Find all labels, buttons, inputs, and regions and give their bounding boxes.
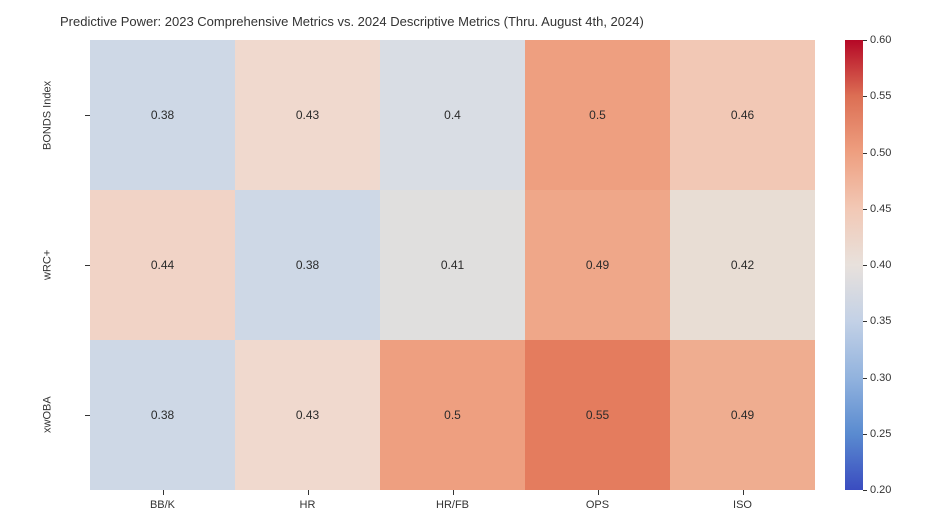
x-axis-label: ISO xyxy=(670,495,815,515)
heatmap-grid: 0.380.430.40.50.460.440.380.410.490.420.… xyxy=(90,40,815,490)
colorbar-tick xyxy=(863,96,867,97)
y-tick xyxy=(85,415,90,416)
colorbar-tick xyxy=(863,153,867,154)
y-axis-labels: BONDS IndexwRC+xwOBA xyxy=(10,40,85,490)
heatmap-cell: 0.46 xyxy=(670,40,815,190)
heatmap-cell: 0.38 xyxy=(235,190,380,340)
colorbar-tick-label: 0.50 xyxy=(870,147,891,159)
heatmap-cell: 0.49 xyxy=(670,340,815,490)
y-tick xyxy=(85,115,90,116)
colorbar-tick-label: 0.35 xyxy=(870,315,891,327)
x-axis-label: HR xyxy=(235,495,380,515)
chart-title: Predictive Power: 2023 Comprehensive Met… xyxy=(60,14,644,29)
x-axis-labels: BB/KHRHR/FBOPSISO xyxy=(90,495,815,515)
colorbar-tick xyxy=(863,434,867,435)
y-axis-label: wRC+ xyxy=(10,190,85,340)
colorbar-tick xyxy=(863,490,867,491)
colorbar-tick xyxy=(863,40,867,41)
heatmap-cell: 0.49 xyxy=(525,190,670,340)
heatmap-cell: 0.38 xyxy=(90,40,235,190)
colorbar-tick-label: 0.55 xyxy=(870,90,891,102)
heatmap-cell: 0.5 xyxy=(380,340,525,490)
colorbar-tick-label: 0.60 xyxy=(870,34,891,46)
colorbar-tick xyxy=(863,321,867,322)
y-axis-label: xwOBA xyxy=(10,340,85,490)
colorbar-tick-label: 0.30 xyxy=(870,372,891,384)
colorbar-tick xyxy=(863,265,867,266)
heatmap-area: 0.380.430.40.50.460.440.380.410.490.420.… xyxy=(90,40,815,490)
colorbar-tick-label: 0.40 xyxy=(870,259,891,271)
x-axis-label: HR/FB xyxy=(380,495,525,515)
heatmap-cell: 0.43 xyxy=(235,340,380,490)
y-axis-label: BONDS Index xyxy=(10,40,85,190)
heatmap-cell: 0.38 xyxy=(90,340,235,490)
heatmap-chart: Predictive Power: 2023 Comprehensive Met… xyxy=(10,10,915,516)
colorbar xyxy=(845,40,863,490)
heatmap-cell: 0.5 xyxy=(525,40,670,190)
heatmap-cell: 0.4 xyxy=(380,40,525,190)
heatmap-cell: 0.43 xyxy=(235,40,380,190)
colorbar-tick xyxy=(863,209,867,210)
colorbar-area: 0.200.250.300.350.400.450.500.550.60 xyxy=(840,40,915,490)
heatmap-cell: 0.44 xyxy=(90,190,235,340)
x-axis-label: OPS xyxy=(525,495,670,515)
heatmap-cell: 0.42 xyxy=(670,190,815,340)
heatmap-cell: 0.55 xyxy=(525,340,670,490)
colorbar-tick-label: 0.45 xyxy=(870,203,891,215)
y-tick xyxy=(85,265,90,266)
colorbar-tick-label: 0.20 xyxy=(870,484,891,496)
heatmap-cell: 0.41 xyxy=(380,190,525,340)
x-axis-label: BB/K xyxy=(90,495,235,515)
colorbar-tick xyxy=(863,378,867,379)
colorbar-tick-label: 0.25 xyxy=(870,428,891,440)
